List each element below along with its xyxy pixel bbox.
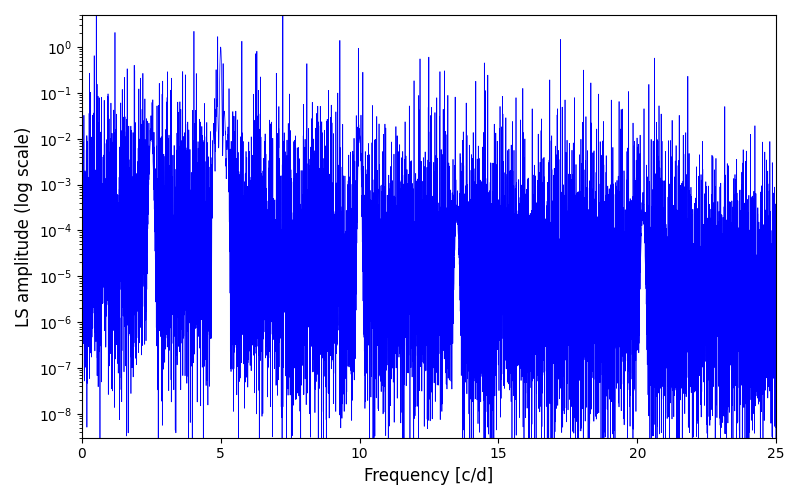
- Y-axis label: LS amplitude (log scale): LS amplitude (log scale): [15, 126, 33, 326]
- X-axis label: Frequency [c/d]: Frequency [c/d]: [364, 467, 494, 485]
